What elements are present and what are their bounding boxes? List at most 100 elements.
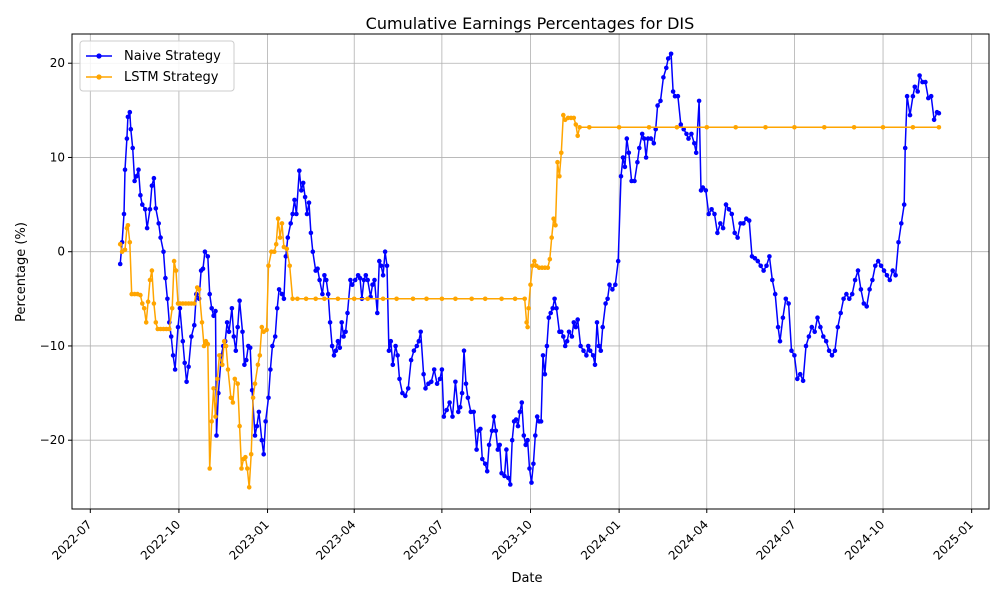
data-point-lstm-strategy [167, 326, 172, 332]
data-point-naive-strategy [292, 197, 297, 203]
data-point-naive-strategy [226, 329, 232, 335]
data-point-naive-strategy [408, 357, 414, 363]
data-point-lstm-strategy [201, 343, 207, 349]
data-point-lstm-strategy [499, 296, 504, 302]
data-point-lstm-strategy [313, 296, 319, 302]
data-point-naive-strategy [571, 320, 577, 325]
data-point-naive-strategy [775, 324, 781, 330]
data-point-naive-strategy [867, 287, 872, 292]
data-point-naive-strategy [559, 329, 564, 335]
data-point-naive-strategy [457, 404, 463, 410]
data-point-naive-strategy [783, 296, 789, 302]
data-point-naive-strategy [726, 207, 732, 212]
data-point-lstm-strategy [223, 343, 229, 349]
data-point-lstm-strategy [250, 395, 256, 401]
data-point-naive-strategy [268, 367, 273, 372]
data-point-naive-strategy [434, 381, 440, 387]
data-point-naive-strategy [370, 282, 375, 288]
data-point-naive-strategy [504, 447, 509, 452]
data-point-naive-strategy [177, 306, 183, 311]
data-point-naive-strategy [809, 324, 815, 330]
data-point-naive-strategy [675, 93, 681, 99]
data-point-naive-strategy [884, 273, 890, 278]
data-point-naive-strategy [637, 145, 642, 151]
data-point-lstm-strategy [215, 376, 220, 382]
data-point-naive-strategy [302, 194, 308, 200]
data-point-lstm-strategy [532, 258, 537, 264]
data-point-naive-strategy [266, 395, 271, 401]
data-point-naive-strategy [534, 414, 540, 419]
data-point-naive-strategy [777, 338, 783, 344]
data-point-naive-strategy [429, 379, 434, 385]
data-point-naive-strategy [780, 315, 786, 321]
data-point-naive-strategy [388, 338, 394, 344]
data-point-naive-strategy [431, 367, 437, 372]
data-point-naive-strategy [692, 141, 697, 146]
data-point-naive-strategy [548, 310, 553, 316]
data-point-naive-strategy [502, 473, 507, 479]
data-point-lstm-strategy [209, 419, 214, 424]
data-point-naive-strategy [471, 409, 477, 415]
data-point-naive-strategy [127, 109, 133, 115]
data-point-lstm-strategy [616, 125, 622, 130]
data-point-naive-strategy [480, 456, 485, 462]
data-point-lstm-strategy [220, 362, 225, 368]
data-point-naive-strategy [136, 167, 141, 172]
data-point-naive-strategy [224, 320, 230, 325]
data-point-naive-strategy [297, 168, 302, 173]
data-point-lstm-strategy [763, 125, 768, 130]
data-point-lstm-strategy [173, 268, 179, 273]
data-point-naive-strategy [651, 141, 657, 146]
data-point-naive-strategy [497, 442, 503, 448]
data-point-naive-strategy [564, 338, 570, 344]
data-point-naive-strategy [670, 89, 676, 94]
data-point-lstm-strategy [910, 125, 916, 130]
data-point-lstm-strategy [122, 247, 128, 253]
data-point-naive-strategy [826, 348, 832, 354]
data-point-lstm-strategy [273, 241, 279, 247]
data-point-naive-strategy [325, 291, 331, 297]
data-point-naive-strategy [459, 390, 465, 396]
data-point-naive-strategy [915, 89, 920, 94]
data-point-naive-strategy [300, 180, 306, 186]
data-point-naive-strategy [317, 277, 322, 283]
data-point-naive-strategy [855, 268, 861, 273]
data-point-naive-strategy [709, 207, 714, 212]
data-point-naive-strategy [723, 202, 729, 207]
data-point-naive-strategy [348, 277, 353, 283]
data-point-lstm-strategy [192, 301, 197, 306]
data-point-naive-strategy [233, 348, 239, 354]
data-point-naive-strategy [598, 348, 604, 354]
data-point-naive-strategy [770, 277, 775, 283]
data-point-naive-strategy [345, 310, 350, 316]
data-point-naive-strategy [242, 362, 247, 368]
data-point-naive-strategy [200, 266, 206, 272]
data-point-lstm-strategy [577, 125, 582, 130]
data-point-lstm-strategy [239, 466, 244, 471]
data-point-naive-strategy [887, 277, 893, 283]
data-point-naive-strategy [899, 221, 904, 226]
data-point-naive-strategy [513, 417, 519, 422]
data-point-lstm-strategy [151, 301, 157, 306]
data-point-naive-strategy [276, 287, 282, 292]
data-point-naive-strategy [529, 480, 534, 485]
data-point-lstm-strategy [257, 353, 263, 358]
data-point-lstm-strategy [545, 265, 551, 271]
data-point-lstm-strategy [290, 296, 295, 302]
data-point-naive-strategy [873, 263, 878, 269]
data-point-lstm-strategy [322, 296, 327, 302]
data-point-naive-strategy [538, 419, 544, 424]
data-point-naive-strategy [902, 145, 908, 151]
data-point-naive-strategy [172, 367, 178, 372]
data-point-lstm-strategy [149, 268, 155, 273]
data-point-lstm-strategy [232, 376, 238, 382]
series-line-naive-strategy [119, 53, 940, 486]
legend-label-lstm: LSTM Strategy [124, 70, 219, 85]
data-point-naive-strategy [357, 275, 363, 281]
data-point-naive-strategy [270, 343, 275, 349]
data-point-lstm-strategy [235, 381, 240, 387]
data-point-naive-strategy [789, 348, 794, 354]
data-point-naive-strategy [484, 469, 490, 474]
data-point-lstm-strategy [243, 454, 248, 460]
data-point-lstm-strategy [512, 296, 518, 302]
